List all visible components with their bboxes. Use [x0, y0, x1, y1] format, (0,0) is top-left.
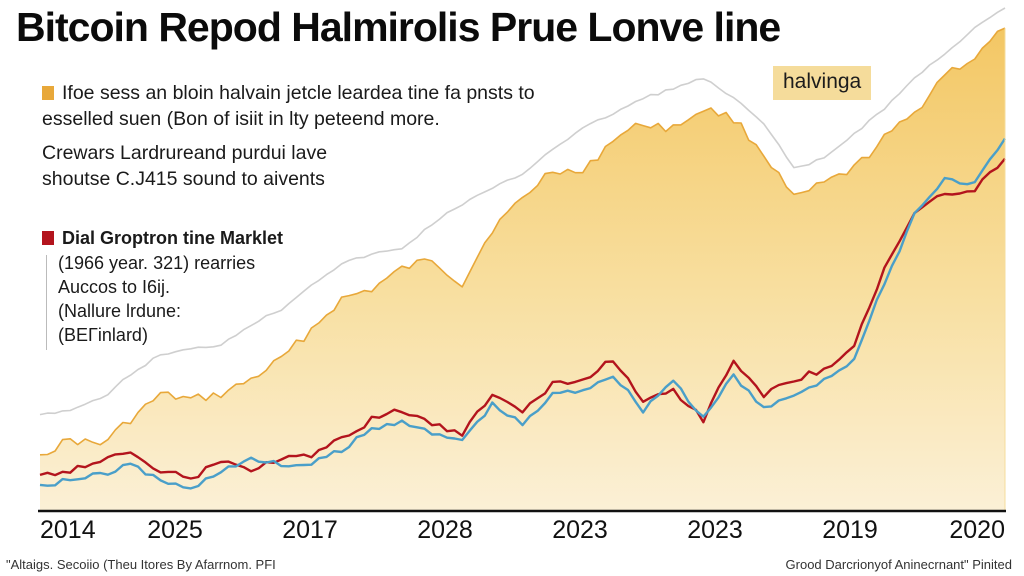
annotation-note-text: Crewars Lardrureand purdui lave	[42, 142, 328, 164]
red-line	[39, 157, 1006, 480]
legend-note-text: esselled suen (Bon of isiit in lty petee…	[42, 108, 440, 130]
x-tick-labels: 2014 2025 2017 2028 2023 2023 2019 2020	[40, 516, 1005, 544]
legend-note-text: (1966 year. 321) rearries	[58, 253, 256, 273]
legend-note-red: Dial Groptron tine Marklet (1966 year. 3…	[42, 225, 283, 350]
legend-note-line: Ifoe sess an bloin halvain jetcle learde…	[42, 80, 535, 106]
x-tick-label: 2023	[552, 516, 608, 544]
halving-annotation: halvinga	[773, 66, 872, 100]
x-tick-label: 2028	[417, 516, 473, 544]
gold-area-fill	[40, 28, 1005, 510]
x-tick-label: 2023	[687, 516, 743, 544]
gold-swatch-icon	[42, 86, 54, 100]
annotation-note: Crewars Lardrureand purdui lave shoutse …	[42, 140, 327, 192]
legend-note-text: (BEΓinlard)	[58, 325, 148, 345]
legend-note-gold: Ifoe sess an bloin halvain jetcle learde…	[42, 80, 535, 132]
x-tick-label: 2020	[949, 516, 1005, 544]
x-tick-label: 2019	[822, 516, 878, 544]
divider	[46, 255, 47, 350]
chart-title: Bitcoin Repod Halmirolis Prue Lonve line	[16, 4, 781, 50]
x-tick-label: 2014	[40, 516, 96, 544]
footer-source: "Altaigs. Secoiio (Theu Itores By Afarrn…	[6, 557, 276, 572]
plot-area	[39, 7, 1007, 510]
legend-note-text: (Nallure lrdune:	[58, 301, 182, 321]
legend-note-text: Auccos to I6ij.	[58, 277, 171, 297]
legend-note-heading-text: Dial Groptron tine Marklet	[62, 228, 284, 248]
legend-note-text: Ifoe sess an bloin halvain jetcle learde…	[62, 82, 535, 104]
grey-line	[39, 7, 1006, 416]
red-swatch-icon	[42, 231, 54, 245]
footer-credit: Grood Darcrionyof Aninecrnant" Pinited	[785, 557, 1012, 572]
legend-note-heading: Dial Groptron tine Marklet	[42, 225, 283, 251]
x-tick-label: 2025	[147, 516, 203, 544]
gold-area	[39, 27, 1006, 456]
x-tick-label: 2017	[282, 516, 338, 544]
blue-line	[39, 137, 1007, 490]
annotation-note-text: shoutse C.J415 sound to aivents	[42, 168, 325, 190]
